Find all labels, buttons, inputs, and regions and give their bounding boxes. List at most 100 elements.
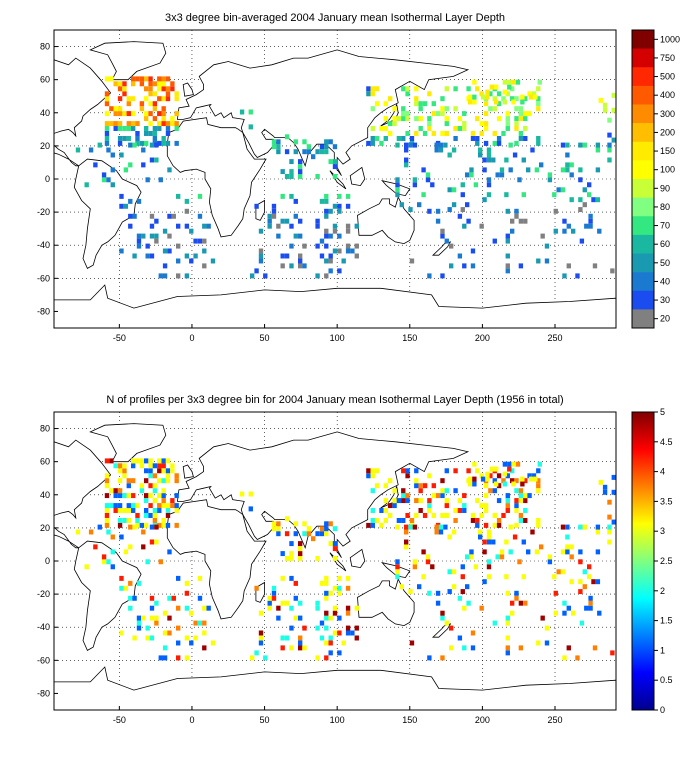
data-cell <box>289 243 294 249</box>
data-cell <box>578 207 583 213</box>
data-cell <box>492 238 497 244</box>
data-cell <box>453 508 458 513</box>
data-cell <box>315 273 320 279</box>
data-cell <box>470 131 476 136</box>
data-cell <box>284 134 290 140</box>
data-cell <box>354 625 359 631</box>
data-cell <box>128 162 133 168</box>
data-cell <box>197 575 203 581</box>
data-cell <box>460 564 465 570</box>
data-cell <box>444 106 449 112</box>
data-cell <box>276 526 281 532</box>
data-cell <box>435 218 441 224</box>
data-cell <box>492 513 497 518</box>
lon-tick-label: 100 <box>330 333 345 343</box>
data-cell <box>518 131 524 136</box>
map1-colorbar: 1000 750 500 400 300 200 150 100 90 80 70 60 50 40 30 2… <box>631 29 680 329</box>
data-cell <box>144 513 149 518</box>
data-cell <box>126 136 131 141</box>
data-cell <box>337 615 342 621</box>
data-cell <box>337 630 342 636</box>
data-cell <box>148 121 153 127</box>
data-cell <box>293 233 298 239</box>
data-cell <box>383 508 388 513</box>
data-cell <box>520 94 525 100</box>
data-cell <box>298 541 303 547</box>
data-cell <box>444 503 449 509</box>
data-cell <box>324 139 329 145</box>
data-cell <box>328 635 333 641</box>
data-cell <box>165 522 171 528</box>
data-cell <box>337 193 342 199</box>
data-cell <box>414 483 419 489</box>
data-cell <box>152 106 158 112</box>
data-cell <box>488 106 493 112</box>
lat-tick-label: 60 <box>40 457 50 467</box>
colorbar-segment <box>632 85 654 105</box>
data-cell <box>602 489 608 495</box>
data-cell <box>341 258 346 264</box>
data-cell <box>109 488 114 494</box>
data-cell <box>562 610 567 616</box>
data-cell <box>289 193 294 199</box>
data-cell <box>507 461 512 467</box>
data-cell <box>431 493 436 499</box>
data-cell <box>176 243 181 249</box>
data-cell <box>578 559 583 565</box>
data-cell <box>293 139 298 145</box>
data-cell <box>453 126 458 131</box>
data-cell <box>119 193 124 199</box>
data-cell <box>412 142 418 148</box>
data-cell <box>395 177 400 183</box>
data-cell <box>512 152 518 158</box>
data-cell <box>366 522 371 528</box>
data-cell <box>75 147 81 153</box>
data-cell <box>536 140 541 146</box>
data-cell <box>460 574 465 580</box>
data-cell <box>610 650 615 656</box>
data-cell <box>510 228 515 234</box>
data-cell <box>510 468 515 474</box>
data-cell <box>544 640 550 646</box>
data-cell <box>508 524 513 530</box>
data-cell <box>122 136 127 141</box>
data-cell <box>457 635 463 641</box>
colorbar-label: 1 <box>660 645 665 655</box>
data-cell <box>547 554 553 560</box>
data-cell <box>401 488 406 494</box>
data-cell <box>582 202 587 208</box>
data-cell <box>401 493 406 499</box>
coastline <box>357 196 415 245</box>
data-cell <box>101 172 107 178</box>
coastline <box>357 578 415 627</box>
data-cell <box>383 518 388 523</box>
data-cell <box>271 213 277 219</box>
data-cell <box>449 645 454 651</box>
data-cell <box>104 493 110 499</box>
data-cell <box>132 524 137 530</box>
data-cell <box>405 86 410 92</box>
data-cell <box>470 630 476 636</box>
data-cell <box>499 549 505 555</box>
data-cell <box>126 483 131 489</box>
data-cell <box>354 635 359 641</box>
data-cell <box>435 111 441 117</box>
data-cell <box>553 228 558 234</box>
data-cell <box>460 589 465 595</box>
data-cell <box>337 575 342 581</box>
data-cell <box>174 503 179 509</box>
map2-colorbar-ramp <box>631 411 655 711</box>
data-cell <box>427 91 432 97</box>
data-cell <box>122 468 127 474</box>
data-cell <box>425 559 431 565</box>
data-cell <box>488 91 493 97</box>
data-cell <box>345 610 351 616</box>
data-cell <box>154 620 159 626</box>
data-cell <box>602 102 608 108</box>
data-cell <box>271 521 277 527</box>
data-cell <box>131 463 136 469</box>
data-cell <box>462 493 467 499</box>
coastline <box>176 431 470 558</box>
data-cell <box>106 559 111 565</box>
